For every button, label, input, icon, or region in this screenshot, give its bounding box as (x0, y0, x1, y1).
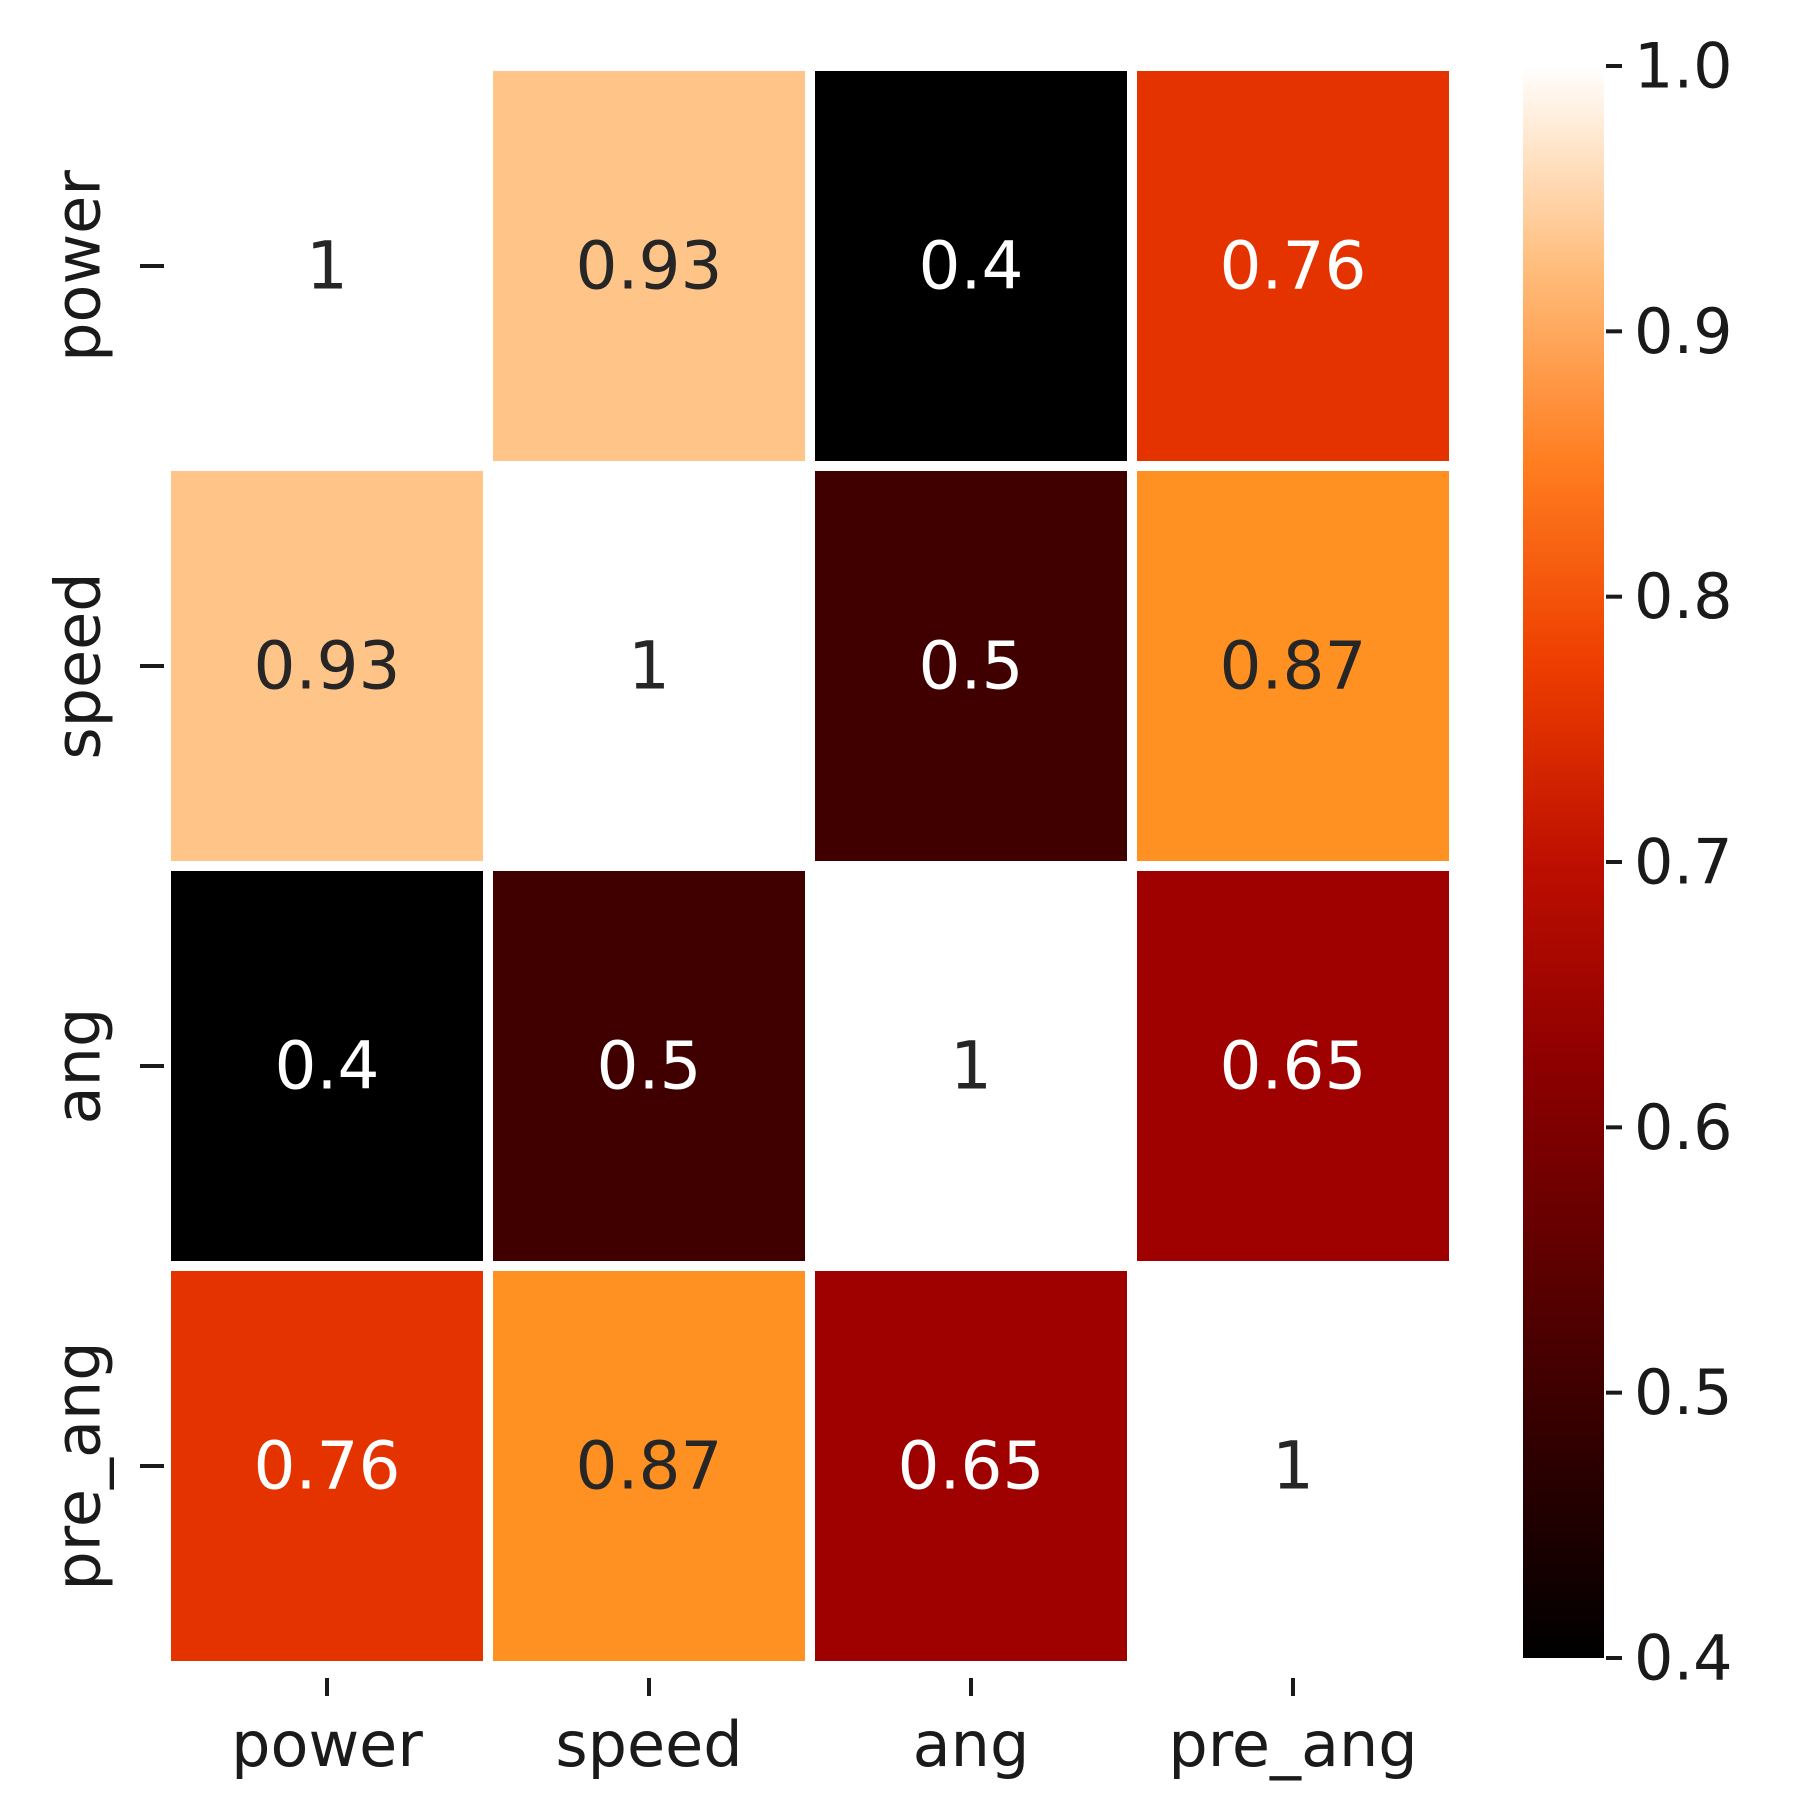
colorbar: 0.4 0.5 0.6 0.7 0.8 0.9 1.0 (1523, 30, 1733, 1695)
heatmap-cell-2-2 (493, 471, 805, 861)
y-tick-label: speed (42, 572, 115, 759)
heatmap-annotations: 1 0.93 0.4 0.76 0.93 1 0.5 0.87 0.4 0.5 1 0.65 0.76 0… (254, 228, 1367, 1505)
heatmap-cell-2-4 (1137, 471, 1449, 861)
heatmap-cell-1-3 (815, 71, 1127, 461)
heatmap-cell-4-3 (815, 1271, 1127, 1661)
colorbar-gradient (1523, 66, 1604, 1658)
cell-value-label: 0.4 (275, 1028, 380, 1105)
colorbar-tick-label: 0.8 (1634, 560, 1733, 633)
x-tick-label: pre_ang (1168, 1708, 1417, 1781)
cell-value-label: 0.76 (1220, 228, 1367, 305)
cell-value-label: 0.5 (597, 1028, 702, 1105)
heatmap-cell-2-3 (815, 471, 1127, 861)
heatmap-cell-1-4 (1137, 71, 1449, 461)
y-axis: power speed ang pre_ang (42, 170, 164, 1591)
heatmap-cells (171, 71, 1449, 1661)
heatmap-cell-3-4 (1137, 871, 1449, 1261)
colorbar-tick-label: 0.7 (1634, 826, 1733, 899)
cell-value-label: 1 (950, 1028, 992, 1105)
cell-value-label: 0.5 (919, 628, 1024, 705)
colorbar-tick-label: 0.5 (1634, 1356, 1733, 1429)
heatmap-cell-3-1 (171, 871, 483, 1261)
y-tick-label: pre_ang (42, 1341, 115, 1590)
heatmap-cell-1-2 (493, 71, 805, 461)
colorbar-tick-label: 1.0 (1634, 30, 1733, 103)
heatmap-cell-4-4 (1137, 1271, 1449, 1661)
cell-value-label: 0.4 (919, 228, 1024, 305)
cell-value-label: 1 (306, 228, 348, 305)
cell-value-label: 1 (1272, 1428, 1314, 1505)
heatmap-cell-3-2 (493, 871, 805, 1261)
cell-value-label: 1 (628, 628, 670, 705)
heatmap-cell-3-3 (815, 871, 1127, 1261)
cell-value-label: 0.87 (1220, 628, 1367, 705)
x-tick-label: ang (913, 1708, 1030, 1781)
cell-value-label: 0.65 (898, 1428, 1045, 1505)
x-axis: power speed ang pre_ang (231, 1678, 1418, 1781)
heatmap-cell-1-1 (171, 71, 483, 461)
cell-value-label: 0.65 (1220, 1028, 1367, 1105)
cell-value-label: 0.76 (254, 1428, 401, 1505)
cell-value-label: 0.93 (576, 228, 723, 305)
cell-value-label: 0.93 (254, 628, 401, 705)
x-tick-label: power (231, 1708, 423, 1781)
y-tick-label: ang (42, 1008, 115, 1125)
cell-value-label: 0.87 (576, 1428, 723, 1505)
colorbar-tick-label: 0.6 (1634, 1091, 1733, 1164)
x-tick-label: speed (555, 1708, 742, 1781)
heatmap-cell-4-1 (171, 1271, 483, 1661)
y-tick-label: power (42, 170, 115, 362)
heatmap-cell-2-1 (171, 471, 483, 861)
heatmap-cell-4-2 (493, 1271, 805, 1661)
colorbar-tick-label: 0.9 (1634, 295, 1733, 368)
colorbar-tick-label: 0.4 (1634, 1622, 1733, 1695)
